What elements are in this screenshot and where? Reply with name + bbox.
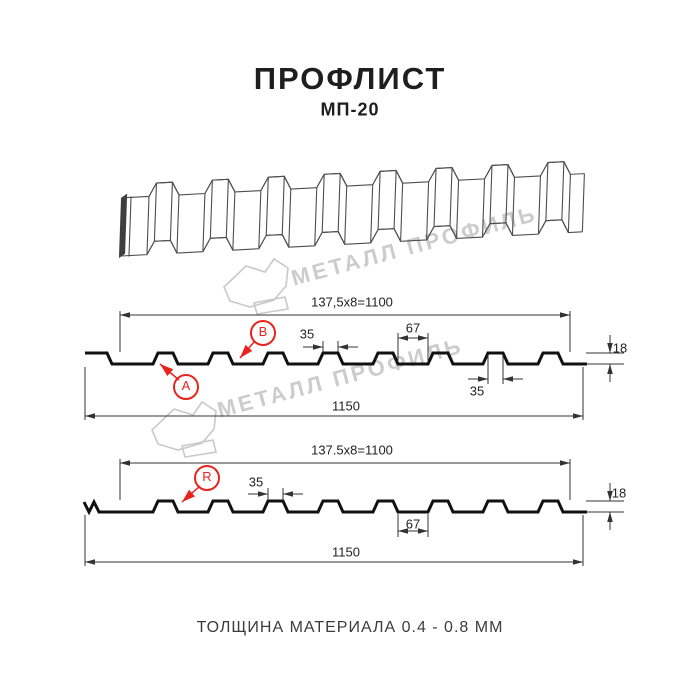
dimension-lines-r: [84, 459, 624, 566]
watermark-logo-upper: [223, 258, 289, 315]
dim-top-ab: 137,5x8=1100: [311, 294, 393, 310]
cross-section-ab: [84, 311, 624, 420]
sheet-front-edge: [120, 219, 583, 257]
dim-top-r: 137.5x8=1100: [311, 442, 393, 458]
sheet-back-edge: [123, 161, 585, 199]
side-a-label: A: [173, 374, 199, 400]
dim-total-r: 1150: [332, 544, 360, 560]
dim-rib-top-ab: 35: [299, 326, 315, 342]
profile-line-r: [82, 498, 587, 516]
dim-valley-ab: 67: [405, 320, 421, 336]
dim-height-ab: 18: [612, 340, 628, 356]
watermark-logo-lower: [151, 401, 217, 458]
dim-height-r: 18: [611, 485, 627, 501]
page-title: ПРОФЛИСТ: [253, 61, 447, 96]
dim-rib-bottom-ab: 35: [469, 383, 485, 399]
profile-line-ab: [85, 351, 587, 366]
dim-rib-r: 35: [248, 474, 264, 490]
cross-section-r: [82, 459, 624, 566]
dim-total-ab: 1150: [332, 398, 360, 414]
dim-valley-r: 67: [405, 516, 421, 532]
sheet-cut-edge: [118, 193, 128, 259]
callout-arrows-ab: [159, 340, 256, 381]
callout-arrow-r: [181, 485, 201, 503]
profile-3d-view: [118, 160, 585, 259]
material-thickness-note: ТОЛЩИНА МАТЕРИАЛА 0.4 - 0.8 ММ: [196, 619, 504, 636]
profile-code: МП-20: [320, 99, 380, 120]
dimension-lines-ab: [84, 311, 624, 420]
side-r-label: R: [194, 465, 220, 491]
side-b-label: B: [250, 320, 276, 346]
